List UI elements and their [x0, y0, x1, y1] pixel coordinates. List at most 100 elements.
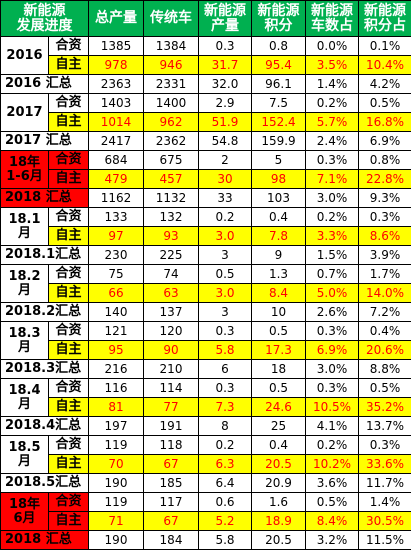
table-cell: 137 — [144, 303, 199, 322]
own-label: 自主 — [49, 398, 89, 417]
table-cell: 20.9 — [252, 474, 306, 493]
table-cell: 120 — [144, 322, 199, 341]
period-label: 2017 — [1, 94, 49, 132]
table-cell: 77 — [144, 398, 199, 417]
table-cell: 0.3% — [359, 208, 411, 227]
table-cell: 1.3 — [252, 265, 306, 284]
table-cell: 0.3% — [306, 322, 359, 341]
table-cell: 978 — [89, 56, 144, 75]
table-cell: 1400 — [144, 94, 199, 113]
table-cell: 0.5% — [359, 94, 411, 113]
table-cell: 93 — [144, 227, 199, 246]
table-cell: 5.8 — [199, 531, 252, 550]
table-cell: 16.8% — [359, 113, 411, 132]
table-cell: 17.3 — [252, 341, 306, 360]
table-cell: 185 — [144, 474, 199, 493]
jv-label: 合资 — [49, 322, 89, 341]
table-cell: 152.4 — [252, 113, 306, 132]
table-cell: 119 — [89, 436, 144, 455]
table-cell: 3.6% — [306, 474, 359, 493]
table-cell: 0.3% — [306, 379, 359, 398]
table-cell: 32.0 — [199, 75, 252, 94]
table-cell: 5.2 — [199, 512, 252, 531]
table-cell: 1384 — [144, 37, 199, 56]
table-cell: 31.7 — [199, 56, 252, 75]
table-cell: 7.3 — [199, 398, 252, 417]
table-cell: 67 — [144, 512, 199, 531]
table-cell: 3.0% — [306, 189, 359, 208]
table-cell: 210 — [144, 360, 199, 379]
table-cell: 18 — [252, 360, 306, 379]
table-cell: 0.2% — [306, 94, 359, 113]
table-cell: 0.3 — [199, 379, 252, 398]
table-cell: 8.4% — [306, 512, 359, 531]
table-cell: 90 — [144, 341, 199, 360]
summary-label: 2018.5汇总 — [1, 474, 89, 493]
table-cell: 20.5 — [252, 455, 306, 474]
table-cell: 30 — [199, 170, 252, 189]
table-cell: 1.4% — [359, 493, 411, 512]
table-cell: 190 — [89, 474, 144, 493]
table-cell: 7.8 — [252, 227, 306, 246]
table-cell: 67 — [144, 455, 199, 474]
table-cell: 4.2% — [359, 75, 411, 94]
table-cell: 7.5 — [252, 94, 306, 113]
table-cell: 1385 — [89, 37, 144, 56]
table-cell: 216 — [89, 360, 144, 379]
table-cell: 11.5% — [359, 531, 411, 550]
table-cell: 6 — [199, 360, 252, 379]
jv-label: 合资 — [49, 436, 89, 455]
table-cell: 0.5 — [252, 322, 306, 341]
table-cell: 225 — [144, 246, 199, 265]
period-label: 2016 — [1, 37, 49, 75]
table-cell: 11.7% — [359, 474, 411, 493]
jv-label: 合资 — [49, 94, 89, 113]
table-cell: 675 — [144, 151, 199, 170]
own-label: 自主 — [49, 113, 89, 132]
table-cell: 0.2% — [306, 208, 359, 227]
table-cell: 22.8% — [359, 170, 411, 189]
own-label: 自主 — [49, 56, 89, 75]
table-cell: 2363 — [89, 75, 144, 94]
table-cell: 0.3 — [199, 322, 252, 341]
table-cell: 98 — [252, 170, 306, 189]
summary-label: 2018.2汇总 — [1, 303, 89, 322]
column-header: 新能源积分占 — [359, 1, 411, 37]
table-cell: 0.5% — [306, 493, 359, 512]
table-cell: 1403 — [89, 94, 144, 113]
column-header: 总产量 — [89, 1, 144, 37]
table-cell: 114 — [144, 379, 199, 398]
table-cell: 3.3% — [306, 227, 359, 246]
table-cell: 10.4% — [359, 56, 411, 75]
jv-label: 合资 — [49, 151, 89, 170]
table-cell: 74 — [144, 265, 199, 284]
table-cell: 3.0% — [306, 360, 359, 379]
table-cell: 71 — [89, 512, 144, 531]
table-cell: 70 — [89, 455, 144, 474]
column-header: 新能源积分 — [252, 1, 306, 37]
table-cell: 190 — [89, 531, 144, 550]
table-cell: 0.2% — [306, 436, 359, 455]
table-cell: 457 — [144, 170, 199, 189]
table-cell: 20.6% — [359, 341, 411, 360]
summary-label: 2018.4汇总 — [1, 417, 89, 436]
table-cell: 0.5 — [252, 379, 306, 398]
column-header: 新能源产量 — [199, 1, 252, 37]
table-cell: 6.3 — [199, 455, 252, 474]
table-cell: 946 — [144, 56, 199, 75]
table-cell: 3.5% — [306, 56, 359, 75]
